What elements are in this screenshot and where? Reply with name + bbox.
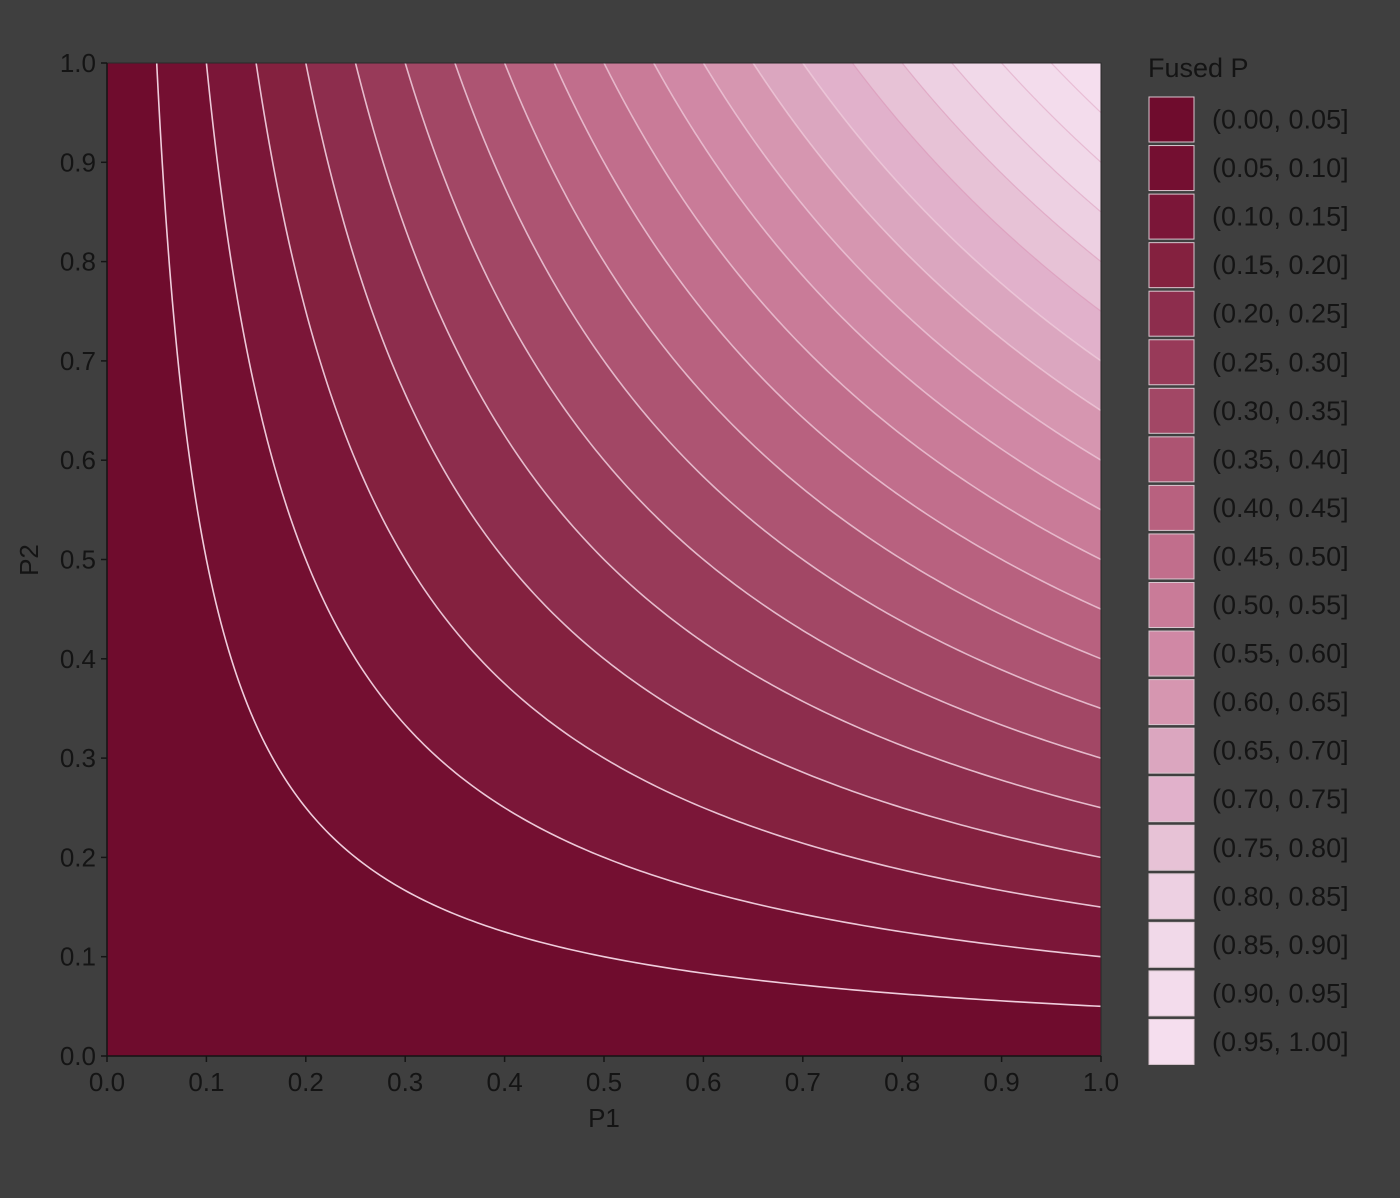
x-tick-label: 0.2: [288, 1067, 324, 1097]
x-ticks: 0.0 0.1 0.2 0.3 0.4 0.5 0.6 0.7 0.8 0.9 1.0: [89, 1056, 1119, 1097]
legend-label: (0.05, 0.10]: [1212, 153, 1349, 183]
x-axis-title: P1: [588, 1103, 620, 1133]
y-tick-label: 0.0: [60, 1041, 96, 1071]
x-tick-label: 0.9: [984, 1067, 1020, 1097]
legend-label: (0.55, 0.60]: [1212, 639, 1349, 669]
contour-line-0.80: [901, 63, 1101, 263]
legend-key: [1148, 96, 1195, 143]
x-tick-label: 0.3: [387, 1067, 423, 1097]
legend-label: (0.15, 0.20]: [1212, 250, 1349, 280]
y-tick-label: 0.7: [60, 346, 96, 376]
legend-key: [1148, 484, 1195, 531]
contour-line-0.15: [255, 63, 1101, 908]
x-tick-label: 0.0: [89, 1067, 125, 1097]
legend-label: (0.50, 0.55]: [1212, 590, 1349, 620]
contour-line-0.70: [802, 63, 1101, 362]
contour-line-0.55: [652, 63, 1101, 511]
legend-label: (0.85, 0.90]: [1212, 930, 1349, 960]
contour-line-0.50: [603, 63, 1101, 561]
legend-key: [1148, 824, 1195, 871]
y-tick-label: 0.3: [60, 743, 96, 773]
y-tick-label: 0.4: [60, 644, 96, 674]
contour-line-0.45: [553, 63, 1101, 610]
y-tick-label: 0.1: [60, 942, 96, 972]
legend-label: (0.20, 0.25]: [1212, 299, 1349, 329]
legend-key: [1148, 921, 1195, 968]
y-tick-label: 0.9: [60, 147, 96, 177]
x-axis: 0.0 0.1 0.2 0.3 0.4 0.5 0.6 0.7 0.8 0.9 1.0 P1: [89, 1055, 1119, 1133]
legend-key: [1148, 533, 1195, 580]
contour-line-0.95: [1050, 63, 1101, 114]
legend-label: (0.45, 0.50]: [1212, 541, 1349, 571]
legend-key: [1148, 873, 1195, 920]
x-tick-label: 0.7: [785, 1067, 821, 1097]
contour-line-0.75: [852, 63, 1101, 312]
legend-label: (0.10, 0.15]: [1212, 202, 1349, 232]
x-tick-label: 0.6: [685, 1067, 721, 1097]
y-tick-label: 0.6: [60, 445, 96, 475]
legend-label: (0.90, 0.95]: [1212, 978, 1349, 1008]
contour-line-0.65: [752, 63, 1101, 412]
legend-label: (0.40, 0.45]: [1212, 493, 1349, 523]
legend-key: [1148, 145, 1195, 192]
legend-label: (0.65, 0.70]: [1212, 736, 1349, 766]
contour-band-19: [1051, 63, 1101, 113]
contour-line-0.35: [454, 63, 1101, 710]
y-tick-label: 0.5: [60, 545, 96, 575]
contour-line-0.40: [503, 63, 1101, 660]
legend-label: (0.60, 0.65]: [1212, 687, 1349, 717]
y-axis-title: P2: [14, 544, 44, 576]
legend-label: (0.35, 0.40]: [1212, 444, 1349, 474]
legend-key: [1148, 387, 1195, 434]
legend-key: [1148, 776, 1195, 823]
legend-key: [1148, 679, 1195, 726]
legend-key: [1148, 970, 1195, 1017]
y-tick-label: 0.2: [60, 842, 96, 872]
legend-title: Fused P: [1148, 53, 1249, 83]
contour-lines: [155, 63, 1101, 1008]
x-tick-label: 1.0: [1083, 1067, 1119, 1097]
legend-key: [1148, 582, 1195, 628]
legend-label: (0.80, 0.85]: [1212, 881, 1349, 911]
legend-label: (0.00, 0.05]: [1212, 105, 1349, 135]
legend-key: [1148, 339, 1195, 386]
legend-label: (0.75, 0.80]: [1212, 833, 1349, 863]
contour-line-0.20: [305, 63, 1101, 859]
contour-line-0.05: [155, 63, 1101, 1008]
plot-area: [107, 63, 1101, 1056]
legend-key: [1148, 290, 1195, 337]
y-ticks: 0.0 0.1 0.2 0.3 0.4 0.5 0.6 0.7 0.8 0.9 1.0: [60, 48, 107, 1071]
legend-label: (0.70, 0.75]: [1212, 784, 1349, 814]
x-tick-label: 0.1: [188, 1067, 224, 1097]
legend: Fused P (0.00, 0.05] (0.05, 0.10] (0.10, 0…: [1148, 53, 1349, 1065]
legend-label: (0.30, 0.35]: [1212, 396, 1349, 426]
x-tick-label: 0.4: [487, 1067, 523, 1097]
legend-key: [1148, 630, 1195, 677]
legend-label: (0.25, 0.30]: [1212, 347, 1349, 377]
contour-line-0.90: [1001, 63, 1101, 163]
legend-key: [1148, 242, 1195, 289]
legend-key: [1148, 1018, 1195, 1065]
y-tick-label: 0.8: [60, 247, 96, 277]
x-tick-label: 0.8: [884, 1067, 920, 1097]
legend-key: [1148, 193, 1195, 240]
contour-line-0.10: [205, 63, 1101, 958]
contour-line-0.25: [354, 63, 1101, 809]
y-tick-label: 1.0: [60, 48, 96, 78]
legend-label: (0.95, 1.00]: [1212, 1027, 1349, 1057]
y-axis: 0.0 0.1 0.2 0.3 0.4 0.5 0.6 0.7 0.8 0.9 1.0 P2: [14, 48, 108, 1071]
contour-line-0.30: [404, 63, 1101, 759]
x-tick-label: 0.5: [586, 1067, 622, 1097]
contour-line-0.85: [951, 63, 1101, 213]
legend-entries: (0.00, 0.05] (0.05, 0.10] (0.10, 0.15] (0.1…: [1148, 96, 1349, 1065]
legend-key: [1148, 727, 1195, 774]
legend-key: [1148, 436, 1195, 483]
contour-line-0.60: [702, 63, 1101, 461]
